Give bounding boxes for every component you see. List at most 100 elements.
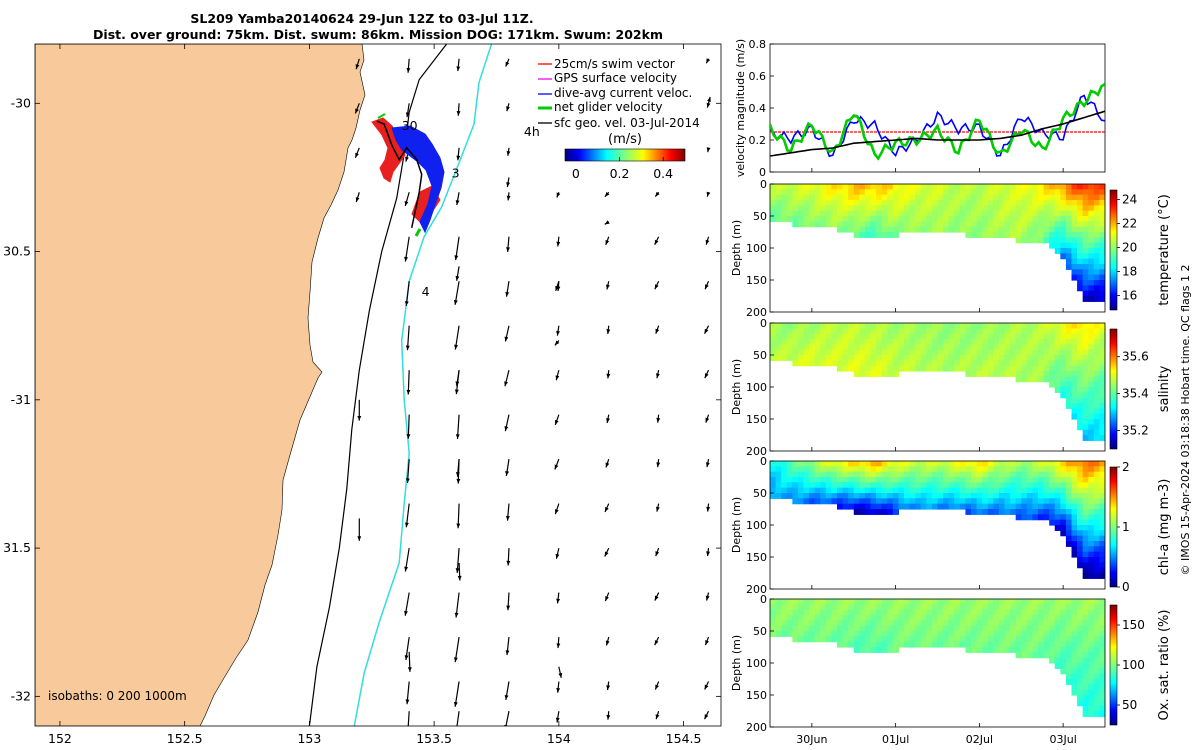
section-panel-1: 0 50 100 150 200 Depth (m) 24 22 20 18 16 temperatu… xyxy=(730,178,1172,319)
legend-label-gps-surface: GPS surface velocity xyxy=(554,71,677,85)
colorbar-tick: 2 xyxy=(1122,460,1130,474)
section-colorbar xyxy=(1109,189,1118,311)
colorbar-label: chl-a (mg m-3) xyxy=(1157,479,1172,576)
geo-velocity-arrow-83 xyxy=(556,592,561,604)
depth-tick: 150 xyxy=(746,413,767,426)
depth-tick: 100 xyxy=(746,381,767,394)
map-legend: 25cm/s swim vector GPS surface velocity … xyxy=(538,57,700,130)
section-colorbar xyxy=(1109,466,1118,588)
colorbar-tick: 20 xyxy=(1122,241,1137,255)
geo-velocity-arrow-6 xyxy=(354,103,360,114)
geo-velocity-arrow-11 xyxy=(354,147,360,158)
legend-item-dive-avg: dive-avg current veloc. xyxy=(538,86,692,100)
geo-velocity-arrow-30 xyxy=(705,236,710,245)
dive-avg-track-blue xyxy=(391,125,445,234)
legend-label-sfc-geo: sfc geo. vel. 03-Jul-2014 xyxy=(554,116,700,130)
geo-velocity-arrow-21 xyxy=(604,191,610,198)
geo-velocity-vector-6 xyxy=(455,370,460,387)
geo-velocity-arrow-81 xyxy=(454,592,460,618)
glider-track-line xyxy=(376,120,423,228)
geo-velocity-arrow-86 xyxy=(705,592,710,601)
depth-tick: 100 xyxy=(746,242,767,255)
glider-track-group xyxy=(371,113,445,237)
geo-velocity-arrow-72 xyxy=(706,503,711,512)
geo-velocity-arrow-47 xyxy=(504,370,510,387)
geo-velocity-arrow-48 xyxy=(555,370,560,381)
time-axis: 30Jun 01Jul 02Jul 03Jul xyxy=(796,168,1077,746)
geo-velocity-arrow-41 xyxy=(556,325,560,336)
section-colorbar xyxy=(1109,604,1118,726)
colorbar-label: temperature (°C) xyxy=(1157,194,1172,306)
geo-velocity-arrow-106 xyxy=(655,710,660,720)
depth-tick: 0 xyxy=(760,455,767,468)
footer-credit: © IMOS 15-Apr-2024 03:18:38 Hobart time.… xyxy=(1179,265,1192,576)
geo-velocity-arrow-23 xyxy=(706,191,711,197)
geo-velocity-arrow-92 xyxy=(654,636,660,646)
geo-velocity-vector-3 xyxy=(604,220,610,225)
geo-velocity-arrow-17 xyxy=(404,192,410,207)
section-cells xyxy=(770,599,1105,717)
geo-velocity-arrow-87 xyxy=(404,636,410,661)
geo-velocity-arrow-1 xyxy=(355,58,360,70)
geo-velocity-arrow-94 xyxy=(405,681,410,705)
legend-item-net-glider: net glider velocity xyxy=(538,100,662,114)
colorbar-tick: 35.4 xyxy=(1122,387,1149,401)
colorbar-tick: 35.6 xyxy=(1122,350,1149,364)
geo-velocity-arrow-68 xyxy=(505,503,510,521)
map-frame xyxy=(34,43,722,727)
colorbar-tick: 1 xyxy=(1122,520,1130,534)
map-colorbar-tick: 0.4 xyxy=(653,166,673,181)
geo-velocity-vector-5 xyxy=(555,281,560,292)
legend-label-net-glider: net glider velocity xyxy=(554,100,662,114)
geo-velocity-vector-7 xyxy=(554,340,560,346)
geo-velocity-arrow-35 xyxy=(606,281,610,290)
geo-velocity-arrow-10 xyxy=(706,102,711,108)
geo-velocity-arrow-39 xyxy=(454,325,460,350)
geo-velocity-arrow-77 xyxy=(604,547,610,557)
geo-velocity-arrow-67 xyxy=(456,503,461,529)
geo-velocity-arrow-84 xyxy=(604,592,610,602)
map-track-labels: 30 3 4 4h xyxy=(402,118,540,299)
section-panel-3: 0 50 100 150 200 Depth (m) 2 1 0 chl-a (mg m-3) xyxy=(730,455,1172,596)
geo-velocity-arrow-4 xyxy=(505,58,510,67)
geo-velocity-arrow-98 xyxy=(606,681,611,691)
net-glider-velocity-mark-top xyxy=(377,113,386,119)
depth-tick: 50 xyxy=(753,625,767,638)
velocity-ytick: 0.6 xyxy=(749,70,767,83)
colorbar-tick: 22 xyxy=(1122,217,1137,231)
geo-velocity-arrow-74 xyxy=(455,548,460,573)
geo-velocity-arrow-79 xyxy=(706,548,711,557)
colorbar-label: Ox. sat. ratio (%) xyxy=(1157,610,1172,721)
net-glider-velocity-mark xyxy=(414,228,422,237)
isobaths-label: isobaths: 0 200 1000m xyxy=(48,689,187,703)
map-colorbar: (m/s) 0 0.2 0.4 xyxy=(564,132,686,181)
depth-tick: 200 xyxy=(746,721,767,734)
geo-velocity-arrow-54 xyxy=(504,414,510,432)
geo-velocity-arrow-73 xyxy=(404,547,410,572)
geo-velocity-arrow-14 xyxy=(506,147,511,156)
geo-velocity-arrow-49 xyxy=(606,370,611,379)
geo-velocity-arrow-70 xyxy=(604,503,610,513)
depth-tick: 200 xyxy=(746,306,767,319)
velocity-ytick: 0.2 xyxy=(749,134,767,147)
geo-velocity-arrow-38 xyxy=(405,325,410,351)
geo-velocity-arrow-16 xyxy=(355,192,360,203)
geo-velocity-vector-4 xyxy=(455,266,460,281)
geo-velocity-arrow-65 xyxy=(705,459,710,468)
legend-label-swim-vector: 25cm/s swim vector xyxy=(554,57,675,71)
geo-velocity-arrow-22 xyxy=(654,191,660,198)
geo-velocity-arrow-53 xyxy=(455,414,460,439)
geo-velocity-arrow-78 xyxy=(655,547,660,557)
depth-tick: 150 xyxy=(746,551,767,564)
map-colorbar-gradient xyxy=(564,148,686,162)
geo-velocity-arrow-25 xyxy=(454,236,460,261)
geo-velocity-vector-12 xyxy=(407,651,412,672)
colorbar-tick: 18 xyxy=(1122,265,1137,279)
geo-velocity-arrow-55 xyxy=(554,414,560,426)
geo-velocity-arrow-8 xyxy=(456,103,461,116)
geo-velocity-arrow-95 xyxy=(453,681,460,707)
geo-velocity-arrow-97 xyxy=(556,681,561,693)
velocity-panel-frame xyxy=(769,43,1106,173)
time-tick-label: 30Jun xyxy=(796,733,827,746)
